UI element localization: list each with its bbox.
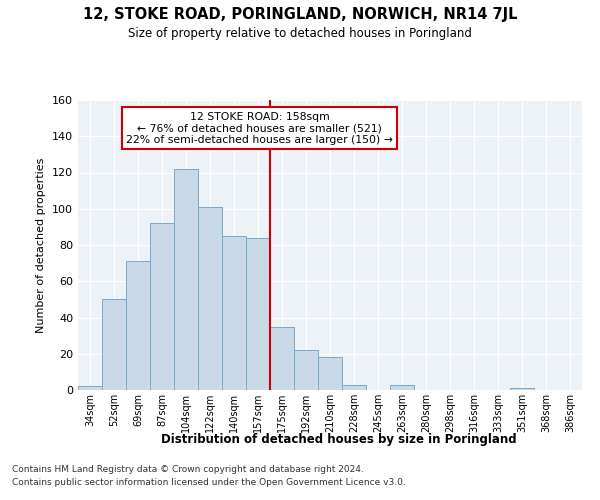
Text: Contains public sector information licensed under the Open Government Licence v3: Contains public sector information licen… <box>12 478 406 487</box>
Text: Contains HM Land Registry data © Crown copyright and database right 2024.: Contains HM Land Registry data © Crown c… <box>12 466 364 474</box>
Bar <box>126 262 150 390</box>
Bar <box>510 388 534 390</box>
Bar <box>102 300 126 390</box>
Y-axis label: Number of detached properties: Number of detached properties <box>37 158 46 332</box>
Bar <box>318 358 342 390</box>
Text: Size of property relative to detached houses in Poringland: Size of property relative to detached ho… <box>128 28 472 40</box>
Bar <box>390 384 414 390</box>
Bar <box>174 169 198 390</box>
Bar <box>198 207 222 390</box>
Bar <box>342 384 366 390</box>
Bar <box>222 236 246 390</box>
Text: 12 STOKE ROAD: 158sqm
← 76% of detached houses are smaller (521)
22% of semi-det: 12 STOKE ROAD: 158sqm ← 76% of detached … <box>126 112 393 145</box>
Bar <box>78 386 102 390</box>
Bar <box>150 223 174 390</box>
Bar <box>246 238 270 390</box>
Text: Distribution of detached houses by size in Poringland: Distribution of detached houses by size … <box>161 432 517 446</box>
Bar <box>294 350 318 390</box>
Bar <box>270 326 294 390</box>
Text: 12, STOKE ROAD, PORINGLAND, NORWICH, NR14 7JL: 12, STOKE ROAD, PORINGLAND, NORWICH, NR1… <box>83 8 517 22</box>
